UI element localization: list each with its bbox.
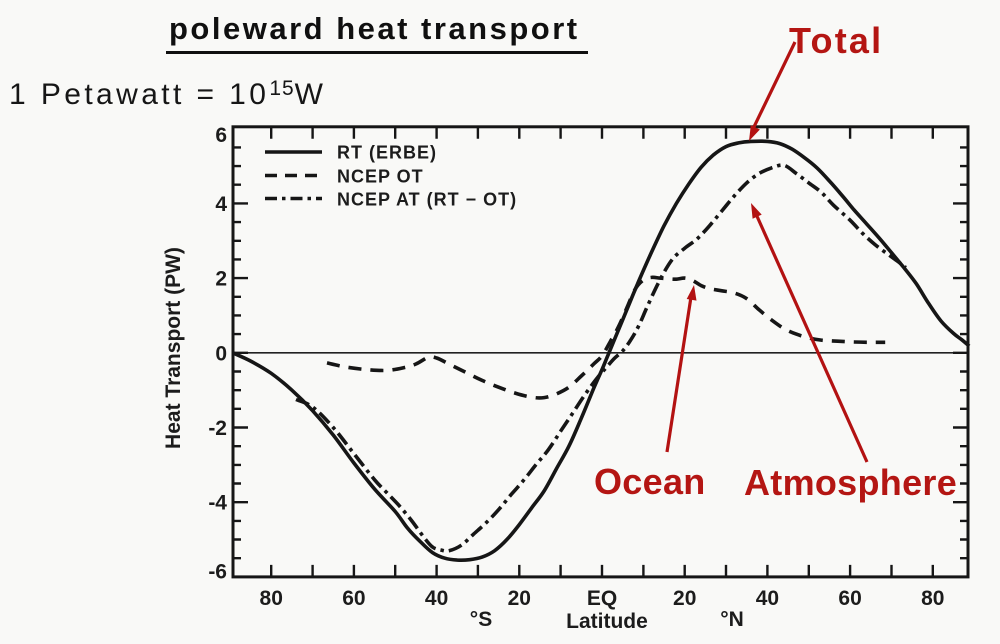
svg-text:6: 6 bbox=[215, 124, 227, 147]
svg-text:Heat Transport (PW): Heat Transport (PW) bbox=[162, 247, 185, 449]
svg-text:2: 2 bbox=[215, 268, 227, 291]
svg-text:20: 20 bbox=[508, 587, 531, 610]
svg-text:NCEP AT (RT − OT): NCEP AT (RT − OT) bbox=[337, 190, 517, 210]
svg-text:40: 40 bbox=[756, 587, 779, 610]
svg-text:20: 20 bbox=[673, 587, 696, 610]
svg-text:Ocean: Ocean bbox=[594, 461, 706, 502]
svg-text:80: 80 bbox=[921, 587, 944, 610]
svg-text:-4: -4 bbox=[208, 492, 227, 515]
svg-text:Latitude: Latitude bbox=[566, 610, 648, 633]
svg-text:°S: °S bbox=[470, 608, 492, 631]
svg-text:80: 80 bbox=[260, 587, 283, 610]
svg-text:-2: -2 bbox=[208, 417, 227, 440]
svg-text:60: 60 bbox=[838, 587, 861, 610]
svg-text:EQ: EQ bbox=[587, 587, 617, 610]
svg-text:Atmosphere: Atmosphere bbox=[744, 462, 957, 503]
svg-text:40: 40 bbox=[425, 587, 448, 610]
svg-text:60: 60 bbox=[342, 587, 365, 610]
svg-text:°N: °N bbox=[720, 608, 744, 631]
svg-text:NCEP OT: NCEP OT bbox=[337, 167, 424, 187]
svg-text:4: 4 bbox=[215, 193, 227, 216]
svg-text:0: 0 bbox=[215, 342, 227, 365]
svg-text:Total: Total bbox=[789, 20, 883, 61]
svg-text:-6: -6 bbox=[208, 560, 227, 583]
svg-text:RT (ERBE): RT (ERBE) bbox=[337, 143, 437, 163]
